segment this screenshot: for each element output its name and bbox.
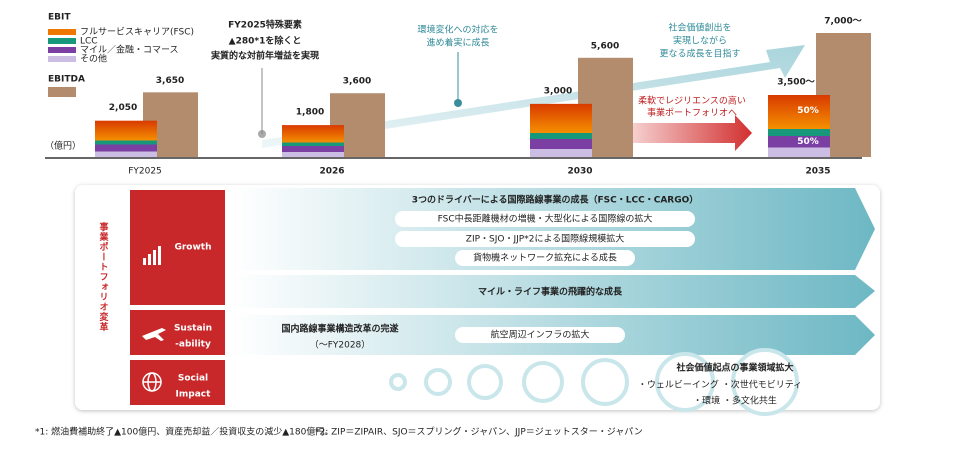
row-item: ZIP・SJO・JJP*2による国際線規模拡大 bbox=[466, 233, 624, 245]
legend-title: EBIT bbox=[48, 13, 71, 23]
annotation: 社会価値創出を bbox=[668, 22, 731, 34]
x-tick-label: FY2025 bbox=[128, 167, 162, 177]
row-item: 貨物機ネットワーク拡充による成長 bbox=[473, 252, 617, 264]
pillar bbox=[130, 190, 225, 305]
row-item: ・ウェルビーイング ・次世代モビリティ bbox=[638, 379, 802, 391]
panel-title: 事業ポートフォリオ変革 bbox=[98, 221, 110, 332]
annotation: 実質的な対前年増益を実現 bbox=[211, 50, 319, 62]
x-tick-label: 2035 bbox=[805, 167, 830, 177]
chart: （億円） EBIT EBITDA FY2025特殊要素 ▲280*1を除くと 実… bbox=[45, 13, 871, 177]
icon bbox=[142, 328, 166, 341]
legend-swatch bbox=[48, 56, 76, 62]
legend-label: マイル／金融・コマース bbox=[80, 44, 179, 56]
row-note: （～FY2028） bbox=[310, 340, 371, 351]
pillar-label: Impact bbox=[176, 390, 212, 400]
bubble bbox=[522, 361, 564, 403]
legend-label: フルサービスキャリア(FSC) bbox=[80, 27, 194, 38]
annotation: ▲280*1を除くと bbox=[229, 35, 302, 47]
x-tick-label: 2026 bbox=[319, 167, 344, 177]
annotation: 事業ポートフォリオへ bbox=[647, 107, 737, 119]
share-label: 50% bbox=[797, 137, 819, 147]
bar bbox=[530, 103, 592, 157]
row-title: 社会価値起点の事業領域拡大 bbox=[675, 362, 793, 374]
bar bbox=[768, 95, 830, 157]
pill bbox=[455, 327, 625, 343]
bar bbox=[95, 120, 157, 157]
annotation: 進め着実に成長 bbox=[426, 37, 489, 49]
row-item: ・環境 ・多文化共生 bbox=[693, 395, 777, 407]
portfolio-arrow bbox=[632, 115, 752, 151]
bubble bbox=[655, 352, 715, 412]
annotation: 実現しながら bbox=[673, 35, 727, 47]
bar bbox=[282, 125, 344, 157]
value-label: 5,600 bbox=[591, 41, 619, 51]
bubble bbox=[389, 373, 407, 391]
icon bbox=[143, 246, 161, 265]
annotation: 環境変化への対応を bbox=[417, 24, 498, 36]
pill bbox=[455, 250, 635, 266]
row-title: マイル・ライフ事業の飛躍的な成長 bbox=[478, 286, 623, 298]
value-label: 3,600 bbox=[343, 77, 371, 87]
footnote: *2: ZIP＝ZIPAIR、SJO＝スプリング・ジャパン、JJP＝ジェットスタ… bbox=[315, 426, 643, 438]
footnote: *1: 燃油費補助終了▲100億円、資産売却益／投資収支の減少▲180億円。 bbox=[35, 426, 333, 438]
legend-swatch bbox=[48, 38, 76, 44]
bubble bbox=[731, 348, 799, 416]
pillar-label: -ability bbox=[175, 340, 211, 350]
pill bbox=[395, 211, 695, 227]
annotation: 柔軟でレジリエンスの高い bbox=[638, 95, 746, 107]
row-item: FSC中長距離機材の増機・大型化による国際線の拡大 bbox=[438, 213, 653, 225]
legend-swatch bbox=[48, 47, 76, 53]
value-label: 7,000～ bbox=[824, 17, 861, 27]
annotation: 更なる成長を目指す bbox=[659, 48, 740, 60]
row-item: 航空周辺インフラの拡大 bbox=[491, 329, 590, 341]
row-arrow bbox=[232, 275, 875, 308]
row-arrow bbox=[232, 188, 875, 270]
annotation: FY2025特殊要素 bbox=[228, 19, 302, 31]
share-label: 50% bbox=[797, 106, 819, 116]
pillar-label: Sustain bbox=[174, 324, 212, 334]
value-label: 3,000 bbox=[544, 86, 572, 96]
legend-swatch bbox=[48, 87, 76, 97]
legend-title: EBITDA bbox=[48, 75, 85, 85]
value-label: 3,650 bbox=[156, 76, 184, 86]
legend-label: LCC bbox=[80, 37, 98, 47]
row-title: 国内路線事業構造改革の完遂 bbox=[281, 323, 398, 335]
unit: （億円） bbox=[45, 140, 81, 152]
transformation-panel: 事業ポートフォリオ変革 3つのドライバーによる国際路線事業の成長（FSC・LCC… bbox=[35, 185, 880, 438]
pillar-label: Growth bbox=[174, 243, 211, 253]
value-label: 1,800 bbox=[296, 108, 324, 118]
icon bbox=[142, 372, 162, 392]
legend-swatch bbox=[48, 29, 76, 35]
bubble bbox=[467, 364, 503, 400]
legend-label: その他 bbox=[80, 53, 107, 65]
pillar bbox=[130, 310, 225, 355]
bubble bbox=[424, 368, 452, 396]
value-label: 3,500～ bbox=[777, 78, 814, 88]
value-label: 2,050 bbox=[109, 103, 137, 113]
growth-arrow bbox=[262, 45, 805, 148]
row-title: 3つのドライバーによる国際路線事業の成長（FSC・LCC・CARGO） bbox=[412, 194, 699, 206]
bubble bbox=[581, 358, 629, 406]
pill bbox=[395, 231, 695, 247]
pillar-label: Social bbox=[178, 374, 208, 384]
x-tick-label: 2030 bbox=[567, 167, 592, 177]
